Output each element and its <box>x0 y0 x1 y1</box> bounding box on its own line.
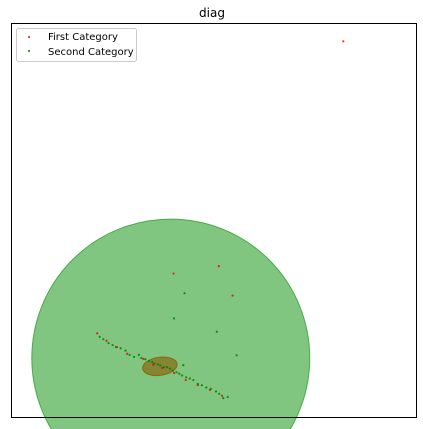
point-second-17 <box>151 361 153 363</box>
point-second-9 <box>120 347 122 349</box>
point-second-1 <box>173 317 175 319</box>
point-second-12 <box>133 356 135 358</box>
point-first-2 <box>218 265 220 267</box>
point-second-36 <box>218 393 220 395</box>
point-first-1 <box>173 272 175 274</box>
point-second-27 <box>181 374 183 376</box>
point-first-5 <box>105 340 107 342</box>
chart-title: diag <box>199 6 225 20</box>
point-first-12 <box>185 379 187 381</box>
point-first-7 <box>126 353 128 355</box>
point-second-5 <box>102 338 104 340</box>
point-second-23 <box>169 368 171 370</box>
legend: First Category Second Category <box>17 29 137 62</box>
point-second-20 <box>159 364 161 366</box>
point-second-3 <box>236 354 238 356</box>
point-first-8 <box>142 358 144 360</box>
point-second-25 <box>175 371 177 373</box>
point-second-32 <box>201 384 203 386</box>
point-second-30 <box>192 379 194 381</box>
point-second-34 <box>210 388 212 390</box>
point-second-24 <box>172 370 174 372</box>
point-second-39 <box>182 364 184 366</box>
point-second-2 <box>216 331 218 333</box>
point-second-13 <box>138 354 140 356</box>
point-second-15 <box>144 358 146 360</box>
legend-marker-first-category <box>28 36 30 38</box>
legend-label-second-category: Second Category <box>48 47 134 58</box>
point-second-4 <box>99 336 101 338</box>
point-second-7 <box>111 344 113 346</box>
point-second-16 <box>148 360 150 362</box>
point-second-8 <box>115 346 117 348</box>
point-second-18 <box>153 362 155 364</box>
point-second-10 <box>124 349 126 351</box>
point-first-0 <box>342 40 344 42</box>
point-second-0 <box>183 292 185 294</box>
point-second-19 <box>157 363 159 365</box>
point-second-28 <box>185 376 187 378</box>
point-second-33 <box>205 386 207 388</box>
point-second-29 <box>189 377 191 379</box>
point-second-11 <box>128 354 130 356</box>
point-second-35 <box>215 390 217 392</box>
point-second-6 <box>107 342 109 344</box>
legend-marker-second-category <box>28 50 30 52</box>
point-second-26 <box>178 373 180 375</box>
point-first-3 <box>231 294 233 296</box>
point-first-15 <box>221 395 223 397</box>
point-second-14 <box>140 357 142 359</box>
point-first-11 <box>173 372 175 374</box>
point-second-38 <box>227 396 229 398</box>
point-second-22 <box>166 366 168 368</box>
point-second-21 <box>163 366 165 368</box>
point-second-31 <box>197 383 199 385</box>
legend-label-first-category: First Category <box>48 32 118 43</box>
point-second-37 <box>222 397 224 399</box>
point-first-4 <box>96 332 98 334</box>
